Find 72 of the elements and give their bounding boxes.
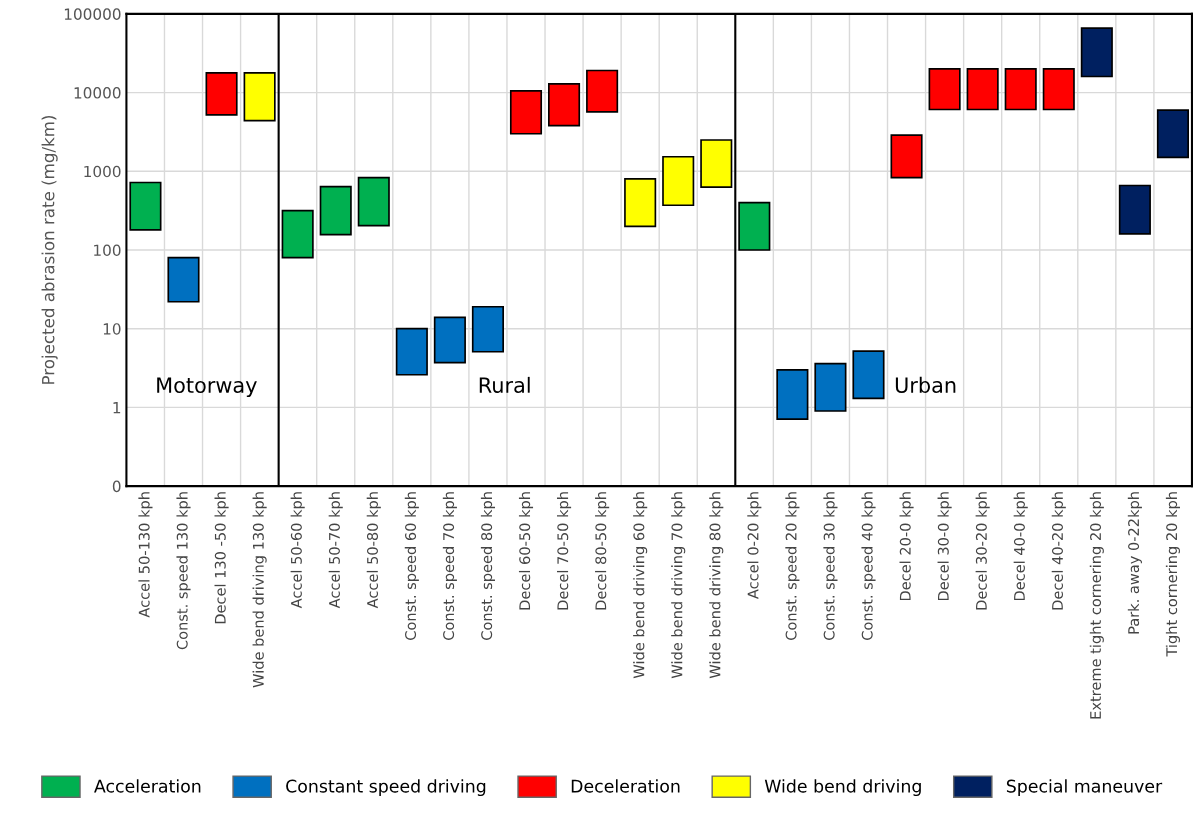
x-tick-label: Accel 50-130 kph xyxy=(138,492,153,618)
x-tick-label: Park. away 0-22kph xyxy=(1127,492,1142,634)
x-tick-label: Decel 130 -50 kph xyxy=(214,492,229,624)
x-tick-label: Decel 70-50 kph xyxy=(557,492,572,610)
x-tick-label: Const. speed 60 kph xyxy=(404,492,419,640)
x-tick-label: Decel 60-50 kph xyxy=(518,492,534,610)
y-tick-label: 0 xyxy=(112,480,121,493)
y-tick-label: 1000 xyxy=(84,165,121,178)
x-tick-label: Accel 50-80 kph xyxy=(366,492,381,609)
bar xyxy=(357,176,390,227)
y-tick-label: 10 xyxy=(103,323,121,335)
x-tick-label: Decel 40-20 kph xyxy=(1051,492,1066,610)
bar xyxy=(1118,184,1151,235)
bar xyxy=(662,155,695,207)
x-tick-label: Const. speed 130 kph xyxy=(176,492,191,650)
x-tick-label: Decel 30-20 kph xyxy=(975,492,990,610)
bar xyxy=(738,201,771,251)
bar xyxy=(890,134,923,179)
x-tick-label: Decel 80-50 kph xyxy=(595,492,610,610)
y-axis-title: Projected abrasion rate (mg/km) xyxy=(41,116,58,384)
bar xyxy=(1004,68,1037,111)
legend-label: Acceleration xyxy=(94,779,201,793)
bar xyxy=(852,350,885,400)
bar xyxy=(509,90,543,135)
bar xyxy=(547,83,581,127)
bar xyxy=(624,178,657,228)
x-tick-label: Decel 20-0 kph xyxy=(899,492,914,601)
bar xyxy=(319,185,352,236)
x-tick-label: Decel 40-0 kph xyxy=(1013,492,1028,601)
annotation: Rural xyxy=(479,376,530,393)
x-tick-label: Const. speed 40 kph xyxy=(861,492,876,640)
x-tick-label: Const. speed 70 kph xyxy=(442,492,457,640)
annotation: Motorway xyxy=(157,377,257,398)
bar xyxy=(1042,68,1075,111)
x-tick-label: Const. speed 80 kph xyxy=(480,492,495,640)
bar xyxy=(243,72,276,122)
bar xyxy=(395,327,428,376)
x-tick-label: Wide bend driving 60 kph xyxy=(633,492,648,679)
bar xyxy=(129,181,162,231)
x-tick-label: Accel 50-60 kph xyxy=(290,492,305,609)
bar xyxy=(1156,109,1189,159)
bar xyxy=(814,362,847,412)
bar xyxy=(586,69,619,113)
bar xyxy=(700,139,733,188)
bar xyxy=(471,305,504,353)
x-tick-label: Extreme tight cornering 20 kph xyxy=(1089,492,1104,719)
bar xyxy=(205,72,238,116)
x-tick-label: Wide bend driving 130 kph xyxy=(252,492,267,688)
y-tick-label: 100 xyxy=(94,244,121,257)
bar xyxy=(1080,27,1113,78)
x-tick-label: Const. speed 20 kph xyxy=(785,492,800,640)
bar xyxy=(281,209,314,259)
x-tick-label: Decel 30-0 kph xyxy=(937,492,952,601)
y-tick-label: 100000 xyxy=(64,8,121,20)
legend-label: Constant speed driving xyxy=(286,779,486,797)
bar xyxy=(776,369,809,420)
legend-label: Special maneuver xyxy=(1006,779,1163,797)
bar xyxy=(433,316,466,364)
annotation: Urban xyxy=(895,376,956,393)
bar xyxy=(928,68,961,111)
x-tick-label: Const. speed 30 kph xyxy=(823,492,838,640)
y-tick-label: 1 xyxy=(113,402,121,414)
y-tick-label: 10000 xyxy=(74,87,121,99)
x-tick-label: Wide bend driving 80 kph xyxy=(709,492,724,679)
x-tick-label: Wide bend driving 70 kph xyxy=(671,492,686,679)
bar xyxy=(966,68,999,111)
x-tick-label: Accel 0-20 kph xyxy=(747,492,762,599)
x-tick-label: Accel 50-70 kph xyxy=(328,492,343,609)
legend-label: Wide bend driving xyxy=(764,779,921,797)
x-tick-label: Tight cornering 20 kph xyxy=(1165,492,1180,657)
legend-label: Deceleration xyxy=(571,779,680,793)
bar xyxy=(167,256,200,303)
